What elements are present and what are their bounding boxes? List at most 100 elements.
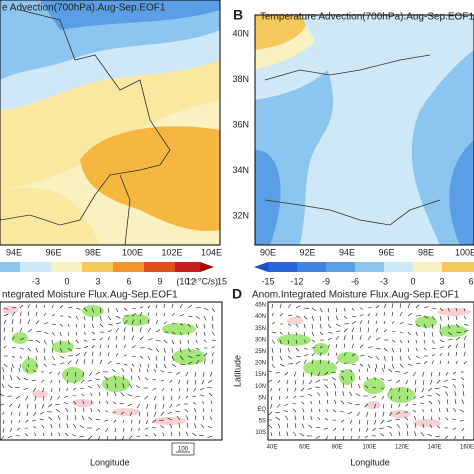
vector-arrow [367,307,372,309]
vector-arrow [131,419,133,424]
vector-arrow [415,323,420,328]
vector-arrow [55,409,61,413]
vector-arrow [115,335,118,341]
vector-arrow [413,395,417,400]
vector-arrow [11,346,16,349]
map-d [267,301,474,441]
vector-arrow [422,423,425,429]
vector-arrow [179,331,183,336]
vector-arrow [334,435,337,441]
vector-arrow [48,371,53,374]
vector-arrow [460,377,465,381]
vector-arrow [399,339,403,344]
vector-arrow [66,387,69,391]
vector-arrow [99,337,103,341]
vector-arrow [325,435,329,441]
vector-arrow [43,331,49,335]
vector-arrow [374,411,377,417]
vector-arrow [67,323,70,327]
vector-arrow [447,360,449,365]
vector-arrow [443,379,449,382]
vector-arrow [11,319,14,325]
vector-arrow [420,402,425,405]
vector-arrow [463,343,466,349]
vector-arrow [51,339,54,345]
vector-arrow [18,367,21,373]
vector-arrow [303,359,307,365]
vector-arrow [91,351,94,357]
vector-arrow [155,363,158,369]
vector-arrow [381,387,385,390]
vector-arrow [194,379,197,385]
colorbar-label: -3 [380,276,388,286]
vector-arrow [66,423,69,429]
vector-arrow [303,354,309,357]
vector-arrow [79,425,85,429]
vector-arrow [203,352,208,357]
vector-arrow [31,379,37,382]
vector-arrow [25,419,29,423]
y-tick-label: 10S [255,430,266,436]
x-tick-label: 140E [427,445,441,451]
vector-arrow [107,329,113,333]
vector-arrow [367,363,371,368]
colorbar-label: 15 [217,276,227,286]
vector-arrow [27,319,30,325]
vector-arrow [381,395,385,400]
vector-arrow [194,415,197,421]
vector-arrow [123,344,127,349]
vector-arrow [350,383,353,389]
vector-arrow [343,362,347,365]
vector-arrow [333,427,337,431]
vector-arrow [178,423,181,429]
vector-arrow [287,339,289,344]
vector-arrow [315,426,321,429]
vector-arrow [286,431,289,437]
vector-arrow [342,391,345,397]
vector-arrow [75,331,78,336]
vector-arrow [407,323,413,325]
vector-arrow [129,411,133,416]
vector-arrow [463,435,465,440]
vector-arrow [208,392,213,397]
shading [152,417,186,425]
vector-arrow [163,347,166,353]
vector-arrow [107,307,110,313]
vector-arrow [82,371,85,377]
vector-arrow [391,303,394,309]
vector-arrow [202,401,205,405]
vector-arrow [41,424,45,429]
vector-arrow [326,399,329,405]
vector-arrow [319,323,322,329]
vector-arrow [2,375,5,381]
vector-arrow [284,403,289,406]
vector-arrow [277,403,281,408]
vector-arrow [308,393,313,397]
vector-arrow [279,313,284,317]
vector-arrow [155,312,157,317]
vector-arrow [294,423,297,429]
x-axis-label: Longitude [350,457,390,467]
x-tick-label: 96E [45,247,61,257]
vector-arrow [311,359,314,365]
vector-arrow [374,419,377,425]
vector-arrow [51,363,57,366]
vector-arrow [138,411,141,417]
vector-arrow [67,306,73,309]
colorbar-a [0,262,214,272]
vector-arrow [75,339,79,344]
vector-arrow [423,323,427,329]
vector-arrow [375,347,381,350]
vector-arrow [160,425,165,429]
shading [415,316,437,328]
vector-arrow [163,321,167,325]
vector-arrow [27,311,30,317]
vector-arrow [10,411,13,416]
x-tick-label: 40E [267,445,278,451]
vector-arrow [395,371,401,373]
vector-arrow [81,415,85,421]
vector-arrow [463,361,467,365]
vector-arrow [32,369,37,373]
vector-arrow [390,403,393,409]
vector-arrow [91,339,96,341]
